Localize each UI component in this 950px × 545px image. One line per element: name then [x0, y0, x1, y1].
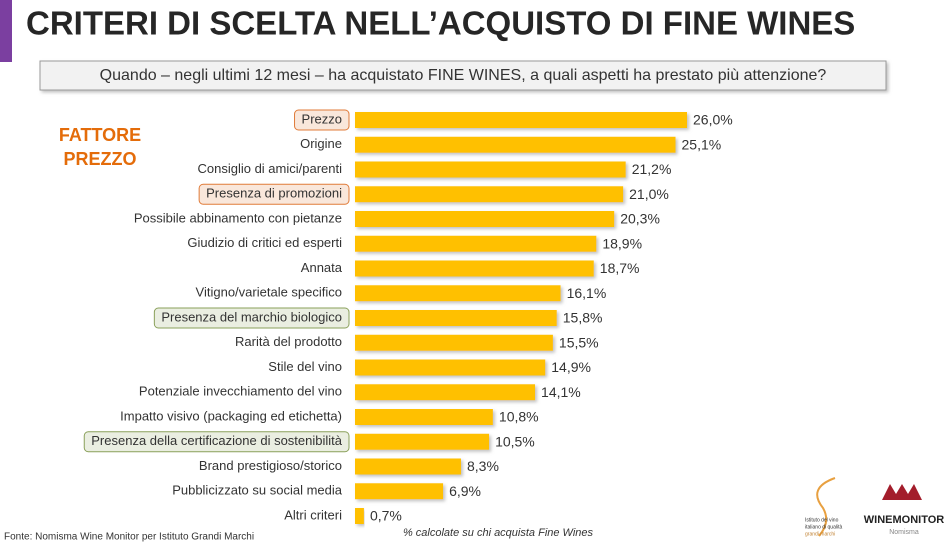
bar: [355, 161, 626, 178]
category-label: Altri criteri: [284, 507, 342, 522]
value-label: 21,2%: [632, 161, 672, 177]
value-label: 18,7%: [600, 260, 640, 276]
category-label: Stile del vino: [268, 359, 342, 374]
bar: [355, 483, 444, 500]
value-label: 14,9%: [551, 359, 591, 375]
category-label: Giudizio di critici ed esperti: [187, 235, 342, 250]
source: Fonte: Nomisma Wine Monitor per Istituto…: [4, 532, 254, 543]
label-highlight: [153, 307, 350, 329]
category-label: Origine: [300, 136, 342, 151]
bar: [355, 235, 597, 252]
category-label: Potenziale invecchiamento del vino: [139, 384, 342, 399]
value-label: 10,8%: [499, 409, 539, 425]
label-highlight: [294, 109, 350, 131]
bar: [355, 508, 364, 524]
value-label: 25,1%: [682, 136, 722, 152]
value-label: 0,7%: [370, 508, 402, 524]
value-label: 10,5%: [495, 433, 535, 449]
bar: [355, 285, 561, 302]
category-label: Presenza di promozioni: [206, 186, 342, 201]
logo-text: grandi marchi: [805, 531, 835, 537]
subtitle: Quando – negli ultimi 12 mesi – ha acqui…: [100, 67, 827, 84]
logo-mark: [882, 484, 922, 500]
category-label: Brand prestigioso/storico: [199, 458, 342, 473]
bar: [355, 186, 624, 203]
bar: [355, 112, 687, 128]
bar: [355, 433, 490, 450]
bar: [355, 409, 493, 425]
category-label: Pubblicizzato su social media: [172, 483, 343, 498]
value-label: 26,0%: [693, 112, 733, 128]
bar: [355, 359, 546, 376]
annotation: PREZZO: [63, 149, 136, 169]
note: % calcolate su chi acquista Fine Wines: [403, 527, 594, 539]
value-label: 6,9%: [449, 483, 481, 499]
accent-bar: [0, 0, 12, 62]
value-label: 8,3%: [467, 458, 499, 474]
logo-text: WINEMONITOR: [864, 514, 945, 526]
category-label: Possibile abbinamento con pietanze: [134, 210, 342, 225]
logo-text: Istituto del vino: [805, 517, 839, 523]
logo-mark: [816, 477, 836, 537]
annotation: FATTORE: [59, 125, 141, 145]
category-label: Consiglio di amici/parenti: [197, 161, 342, 176]
value-label: 16,1%: [567, 285, 607, 301]
bar: [355, 136, 676, 153]
bar: [355, 260, 594, 277]
category-label: Rarità del prodotto: [235, 334, 342, 349]
logo-text: italiano di qualità: [805, 524, 842, 530]
bar: [355, 384, 536, 401]
label-highlight: [83, 431, 350, 453]
bar: [355, 458, 461, 475]
value-label: 18,9%: [602, 235, 642, 251]
category-label: Impatto visivo (packaging ed etichetta): [120, 408, 342, 423]
logo-text: Nomisma: [889, 529, 919, 536]
value-label: 21,0%: [629, 186, 669, 202]
value-label: 20,3%: [620, 211, 660, 227]
bar: [355, 310, 557, 326]
bar: [355, 211, 615, 227]
category-label: Annata: [301, 260, 343, 275]
category-label: Prezzo: [302, 111, 342, 126]
category-label: Presenza della certificazione di sosteni…: [91, 433, 343, 448]
value-label: 15,8%: [563, 310, 603, 326]
category-label: Presenza del marchio biologico: [161, 309, 342, 324]
label-highlight: [198, 183, 350, 205]
category-label: Vitigno/varietale specifico: [196, 285, 342, 300]
value-label: 14,1%: [541, 384, 581, 400]
bar: [355, 334, 553, 351]
chart-title: CRITERI DI SCELTA NELL’ACQUISTO DI FINE …: [26, 5, 855, 42]
subtitle-box: [39, 60, 887, 91]
value-label: 15,5%: [559, 334, 599, 350]
